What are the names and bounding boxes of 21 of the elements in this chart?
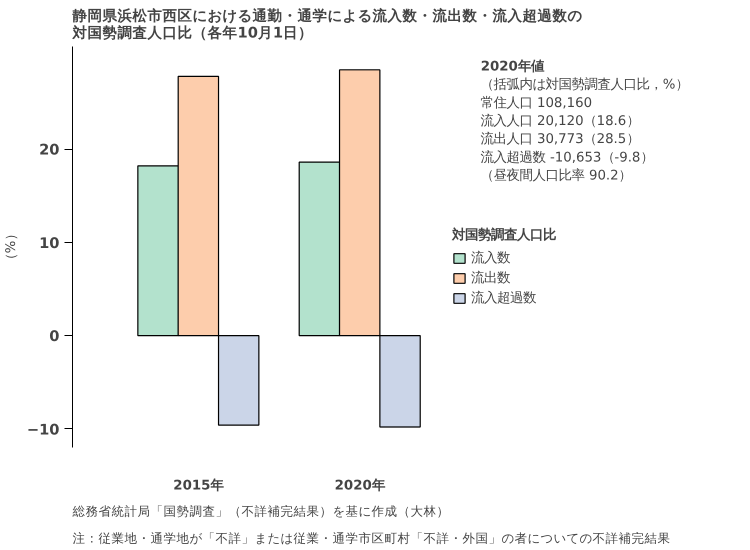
- text: 総務省統計局「国勢調査」（不詳補完結果）を基に作成（大林）: [72, 504, 450, 518]
- legend-label: 流入数: [471, 250, 510, 267]
- text: （括弧内は対国勢調査人口比，%）: [480, 76, 688, 93]
- text: 2020年値: [480, 59, 544, 74]
- chart-title: 静岡県浜松市西区における通勤・通学による流入数・流出数・流入超過数の対国勢調査人口比（各年10月1日）: [72, 6, 582, 42]
- text: （昼夜間人口比率 90.2）: [480, 168, 632, 184]
- text: 流出人口 30,773（28.5）: [480, 131, 640, 148]
- text: 流入人口 20,120（18.6）: [480, 113, 640, 130]
- x-tick-label: 2020年: [334, 478, 385, 494]
- y-tick-label: −10: [26, 421, 60, 438]
- y-tick-label: 10: [39, 234, 60, 252]
- y-axis-title: （%）: [4, 228, 19, 266]
- x-tick-label: 2015年: [173, 478, 224, 494]
- text: 注：従業地・通学地が「不詳」または従業・通学市区町村「不詳・外国」の者についての不詳補完結果: [72, 530, 670, 546]
- text: 常住人口 108,160: [480, 96, 592, 111]
- y-tick-label: 0: [49, 328, 60, 346]
- y-tick-label: 20: [39, 142, 60, 159]
- legend-label: 流出数: [471, 270, 510, 287]
- text: 流入超過数 -10,653（-9.8）: [480, 149, 654, 166]
- legend-label: 流入超過数: [471, 290, 536, 307]
- legend-title: 対国勢調査人口比: [452, 226, 556, 244]
